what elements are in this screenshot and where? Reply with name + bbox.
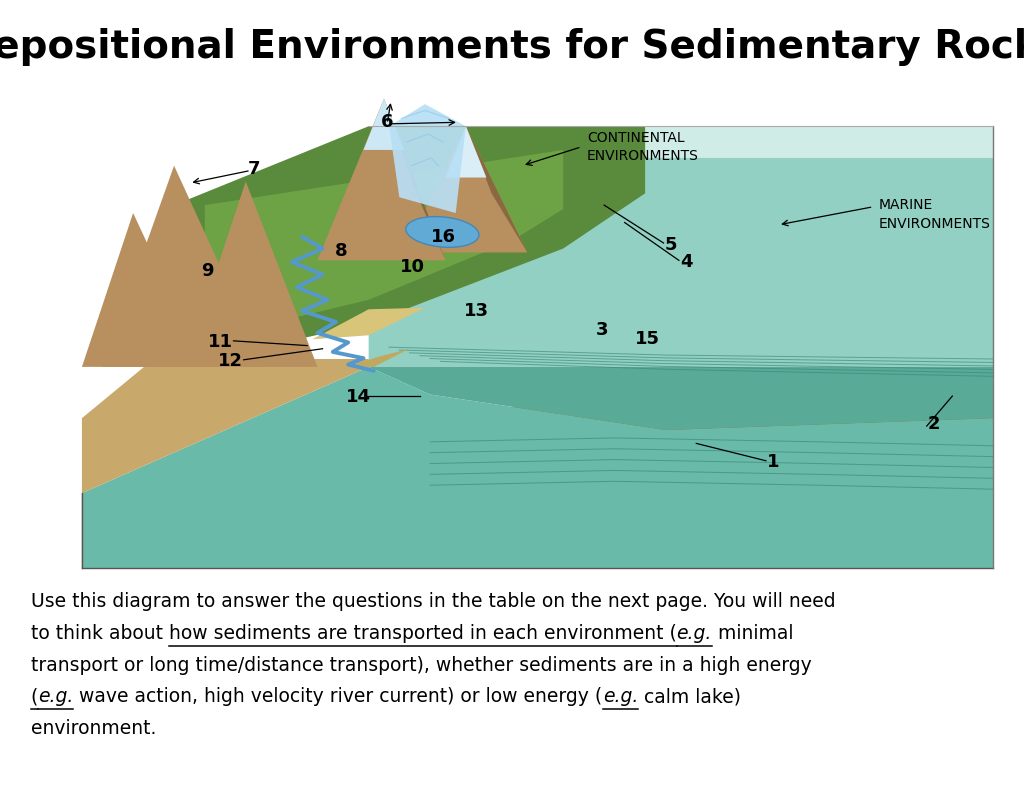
Polygon shape [348, 349, 410, 367]
Text: 4: 4 [680, 253, 692, 271]
Polygon shape [174, 126, 645, 367]
Polygon shape [404, 126, 527, 252]
Text: 12: 12 [218, 352, 243, 369]
Text: MARINE
ENVIRONMENTS: MARINE ENVIRONMENTS [879, 198, 990, 231]
Polygon shape [184, 181, 317, 367]
Text: e.g.: e.g. [677, 624, 712, 643]
Polygon shape [82, 367, 993, 568]
Polygon shape [466, 126, 527, 252]
Text: 8: 8 [335, 242, 347, 260]
Text: 6: 6 [381, 114, 393, 131]
Text: 2: 2 [928, 416, 940, 433]
Ellipse shape [406, 217, 479, 247]
Polygon shape [82, 359, 369, 493]
Text: e.g.: e.g. [38, 687, 74, 706]
Text: Depositional Environments for Sedimentary Rocks: Depositional Environments for Sedimentar… [0, 28, 1024, 65]
Polygon shape [369, 158, 993, 367]
Text: 1: 1 [767, 453, 779, 470]
Text: 5: 5 [665, 236, 677, 253]
Text: to think about: to think about [31, 624, 169, 643]
Text: 13: 13 [464, 302, 488, 320]
Text: 11: 11 [208, 333, 232, 350]
Text: 3: 3 [596, 321, 608, 338]
Polygon shape [369, 367, 993, 430]
Text: environment.: environment. [31, 719, 156, 738]
Polygon shape [445, 126, 486, 178]
Text: how sediments are transported in each environment (: how sediments are transported in each en… [169, 624, 677, 643]
Polygon shape [82, 367, 993, 568]
Polygon shape [364, 99, 404, 150]
Polygon shape [384, 99, 445, 260]
Polygon shape [82, 213, 205, 367]
Text: CONTINENTAL
ENVIRONMENTS: CONTINENTAL ENVIRONMENTS [587, 130, 698, 163]
Text: 15: 15 [635, 331, 659, 348]
Text: (: ( [31, 687, 38, 706]
Polygon shape [133, 213, 205, 367]
Polygon shape [369, 126, 993, 272]
Text: 9: 9 [202, 262, 214, 279]
Polygon shape [102, 166, 266, 367]
Polygon shape [82, 367, 993, 568]
Text: calm lake): calm lake) [638, 687, 741, 706]
Text: transport or long time/distance transport), whether sediments are in a high ener: transport or long time/distance transpor… [31, 656, 811, 675]
Text: 7: 7 [248, 160, 260, 178]
Text: 16: 16 [431, 229, 456, 246]
Text: wave action, high velocity river current) or low energy (: wave action, high velocity river current… [74, 687, 603, 706]
Polygon shape [317, 99, 445, 260]
Polygon shape [246, 181, 317, 367]
Polygon shape [174, 166, 266, 367]
Polygon shape [205, 150, 563, 339]
Text: Use this diagram to answer the questions in the table on the next page. You will: Use this diagram to answer the questions… [31, 593, 836, 611]
Text: minimal: minimal [712, 624, 794, 643]
Text: 10: 10 [400, 258, 425, 275]
Polygon shape [312, 308, 425, 339]
Polygon shape [389, 104, 466, 213]
Text: e.g.: e.g. [603, 687, 638, 706]
Text: 14: 14 [346, 388, 371, 406]
